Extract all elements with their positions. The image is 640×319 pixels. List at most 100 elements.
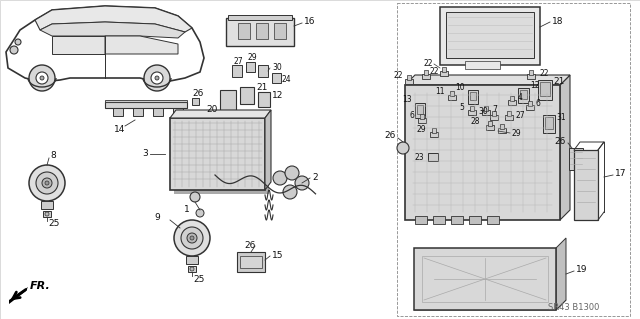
Text: 28: 28 <box>470 117 480 127</box>
Circle shape <box>187 233 197 243</box>
Polygon shape <box>560 75 570 220</box>
Circle shape <box>36 172 58 194</box>
Polygon shape <box>265 110 271 190</box>
Polygon shape <box>556 238 566 310</box>
Bar <box>274 23 286 39</box>
Bar <box>240 256 262 268</box>
Polygon shape <box>35 6 192 32</box>
Bar <box>498 128 506 133</box>
Text: 11: 11 <box>435 86 445 95</box>
Text: 29: 29 <box>247 54 257 63</box>
Bar <box>405 79 413 84</box>
Circle shape <box>285 166 299 180</box>
Text: 29: 29 <box>511 130 520 138</box>
Polygon shape <box>9 287 28 304</box>
Bar <box>238 23 250 39</box>
Text: 22: 22 <box>394 71 403 80</box>
Polygon shape <box>405 75 570 85</box>
Bar <box>192 98 199 105</box>
Text: 31: 31 <box>556 113 566 122</box>
Text: 23: 23 <box>414 153 424 162</box>
Text: 21: 21 <box>553 78 564 86</box>
Text: 22: 22 <box>430 66 440 76</box>
Bar <box>407 75 411 80</box>
Text: 15: 15 <box>272 250 284 259</box>
Text: 13: 13 <box>403 95 412 105</box>
Text: 1: 1 <box>184 205 190 214</box>
Bar <box>526 105 534 110</box>
Text: 27: 27 <box>516 110 525 120</box>
Bar <box>232 65 242 77</box>
Bar <box>440 71 448 76</box>
Bar <box>170 118 265 190</box>
Text: 9: 9 <box>154 212 160 221</box>
Circle shape <box>283 185 297 199</box>
Bar <box>105 100 187 102</box>
Bar <box>450 91 454 96</box>
Circle shape <box>174 220 210 256</box>
Text: 18: 18 <box>552 17 563 26</box>
Circle shape <box>144 65 170 91</box>
Bar <box>428 153 438 161</box>
Bar <box>188 266 196 272</box>
Bar <box>490 115 498 120</box>
Text: 25: 25 <box>193 275 204 284</box>
Text: 26: 26 <box>555 137 566 145</box>
Bar <box>574 150 598 220</box>
Bar <box>237 252 265 272</box>
Text: 24: 24 <box>282 75 292 84</box>
Bar <box>451 216 463 224</box>
Circle shape <box>397 142 409 154</box>
Bar <box>442 67 446 72</box>
Bar <box>133 108 143 116</box>
Circle shape <box>196 209 204 217</box>
Text: 16: 16 <box>304 18 316 26</box>
Text: 25: 25 <box>48 219 60 228</box>
Bar <box>228 15 292 20</box>
Circle shape <box>273 171 287 185</box>
Text: SR43 B1300: SR43 B1300 <box>548 303 600 313</box>
Bar <box>468 110 476 115</box>
Text: FR.: FR. <box>30 281 51 291</box>
Polygon shape <box>52 36 105 54</box>
Polygon shape <box>414 300 566 310</box>
Bar <box>256 23 268 39</box>
Bar <box>527 74 535 79</box>
Text: 20: 20 <box>207 106 218 115</box>
Bar <box>469 216 481 224</box>
Bar <box>420 114 424 119</box>
Bar <box>529 70 533 75</box>
Bar <box>482 110 490 115</box>
Bar <box>487 216 499 224</box>
Circle shape <box>190 236 194 240</box>
Bar <box>226 18 294 46</box>
Text: 6: 6 <box>536 100 541 108</box>
Text: 2: 2 <box>312 174 317 182</box>
Text: 8: 8 <box>50 152 56 160</box>
Text: 12: 12 <box>272 92 284 100</box>
Bar <box>540 82 550 96</box>
Text: 10: 10 <box>456 83 465 92</box>
Bar <box>414 248 556 310</box>
Bar <box>569 148 583 170</box>
Text: 22: 22 <box>424 58 433 68</box>
Bar <box>505 115 513 120</box>
Circle shape <box>36 72 48 84</box>
Circle shape <box>190 267 194 271</box>
Bar <box>422 256 548 302</box>
Bar <box>507 111 511 116</box>
Circle shape <box>29 65 55 91</box>
Bar <box>440 7 540 65</box>
Bar <box>174 122 269 194</box>
Bar <box>405 85 560 220</box>
Bar <box>465 61 500 69</box>
Bar <box>43 211 51 217</box>
Bar <box>422 74 430 79</box>
Bar <box>246 62 255 72</box>
Bar <box>105 102 187 108</box>
Text: 19: 19 <box>576 265 588 275</box>
Bar <box>448 95 456 100</box>
Bar <box>508 100 516 105</box>
Bar <box>41 201 53 209</box>
Bar <box>424 70 428 75</box>
